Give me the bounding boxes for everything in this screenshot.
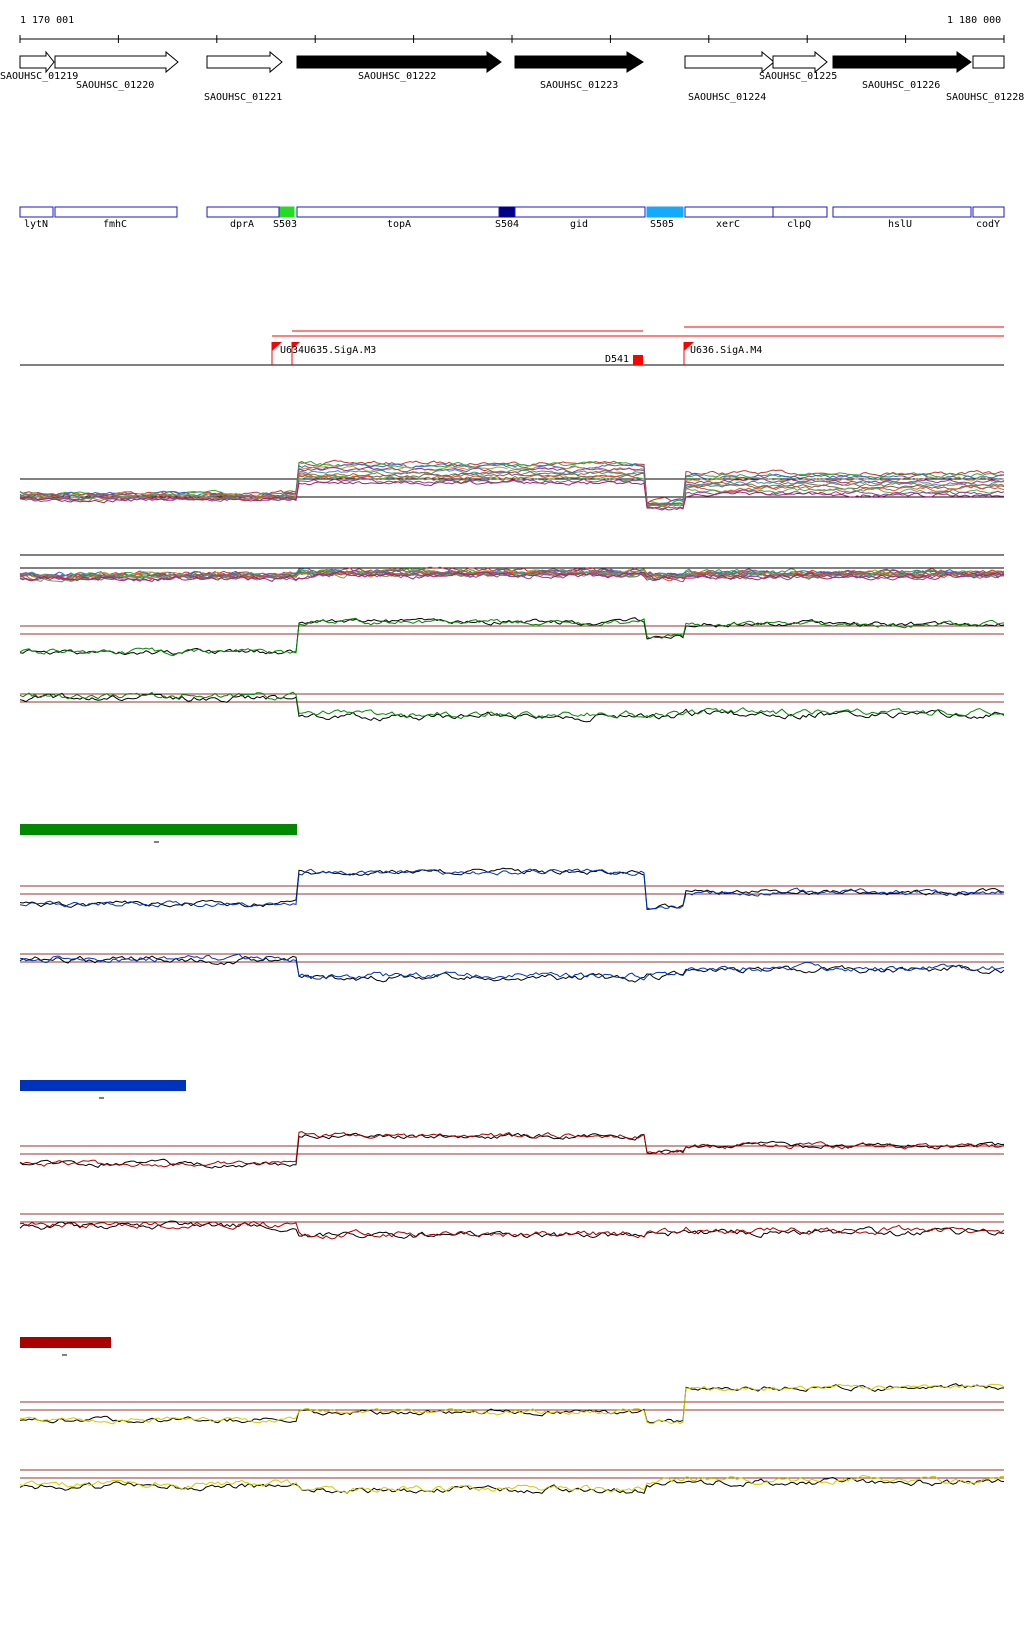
gene-box-hslU[interactable]: hslU [832,206,972,230]
signal-line-black [19,1476,1005,1494]
gene-name-label: lytN [24,219,48,230]
gene-arrow-SAOUHSC_01220[interactable]: SAOUHSC_01220 [54,50,179,91]
gene-name-label: dprA [230,219,254,230]
signal-line-colored [19,1221,1005,1240]
gene-name-label: xerC [716,219,740,230]
panel1-series-line [19,470,1005,506]
gene-box-gid[interactable]: gid [514,206,646,230]
coord-start-label: 1 170 001 [20,15,74,26]
coord-end-label: 1 180 000 [947,15,1001,26]
gene-arrow-SAOUHSC_01221[interactable]: SAOUHSC_01221 [204,50,283,103]
signal-line-colored [19,1474,1005,1494]
gene-label: SAOUHSC_01228 [946,92,1024,103]
panel1-series-line [19,464,1005,506]
gene-label: SAOUHSC_01225 [759,71,837,82]
panel1-series-line [19,479,1004,511]
signal-line-black [19,1383,1005,1424]
signal-line-black [19,1132,1005,1169]
segment-S505[interactable]: S505 [646,206,684,230]
panel1-series-line [19,463,1005,505]
gene-label: SAOUHSC_01223 [540,80,618,91]
gene-label: SAOUHSC_01226 [862,80,940,91]
tss-label: U634U635.SigA.M3 [280,345,376,356]
gene-box-topA[interactable]: topA [296,206,500,230]
gene-arrow-SAOUHSC_01223[interactable]: SAOUHSC_01223 [514,51,644,91]
signal-line-colored [19,868,1005,910]
gene-arrow-SAOUHSC_01228[interactable]: SAOUHSC_01228 [946,55,1024,103]
panel2-series-line [19,571,1005,582]
gene-label: SAOUHSC_01221 [204,92,282,103]
gene-box-dprA[interactable]: dprA [206,206,280,230]
gene-name-label: codY [976,219,1000,230]
segment-label: S503 [273,219,297,230]
signal-line-colored [19,617,1005,657]
ruler-ticks [19,35,1005,43]
gene-label: SAOUHSC_01220 [76,80,154,91]
panel1-series-line [19,477,1005,510]
gene-box-fmhC[interactable]: fmhC [54,206,178,230]
gene-name-label: gid [570,219,588,230]
gene-arrow-SAOUHSC_01219[interactable]: SAOUHSC_01219 [0,50,78,82]
gene-box-xerC[interactable]: xerC [684,206,774,230]
gene-box-lytN[interactable]: lytN [19,206,54,230]
gene-name-label: hslU [888,219,912,230]
signal-line-black [19,955,1005,983]
gene-label: SAOUHSC_01222 [358,71,436,82]
green-legend-bar [20,824,297,835]
segment-label: S504 [495,219,519,230]
signal-line-colored [19,691,1005,720]
segment-label: S505 [650,219,674,230]
terminator-label: D541 [605,354,629,365]
signal-line-colored [19,953,1005,981]
terminator-marker[interactable]: D541 [605,354,643,365]
segment-S503[interactable]: S503 [273,206,297,230]
gene-name-label: fmhC [103,219,127,230]
gene-arrow-track: SAOUHSC_01219 SAOUHSC_01220 SAOUHSC_0122… [0,50,1024,103]
expression-tracks [19,459,1005,1494]
gene-name-label: clpQ [787,219,811,230]
signal-line-colored [19,1383,1005,1425]
blue-legend-bar [20,1080,186,1091]
gene-name-track: lytN fmhC dprA S503 topA S504 [19,206,1005,230]
gene-arrow-SAOUHSC_01224[interactable]: SAOUHSC_01224 [684,50,775,103]
tss-label: U636.SigA.M4 [690,345,762,356]
gene-arrow-SAOUHSC_01226[interactable]: SAOUHSC_01226 [832,51,972,91]
gene-arrow-SAOUHSC_01225[interactable]: SAOUHSC_01225 [759,50,837,82]
red-legend-bar [20,1337,111,1348]
gene-box-codY[interactable]: codY [972,206,1005,230]
transcript-track: U634U635.SigA.M3 D541 U636.SigA.M4 [20,326,1004,366]
gene-arrow-SAOUHSC_01222[interactable]: SAOUHSC_01222 [296,51,502,82]
gene-name-label: topA [387,219,411,230]
tss-marker-upstream[interactable]: U634U635.SigA.M3 [271,342,376,365]
tss-marker-second[interactable]: U636.SigA.M4 [683,342,762,365]
gene-label: SAOUHSC_01219 [0,71,78,82]
panel2-series-line [19,570,1005,583]
signal-line-colored [19,1131,1005,1168]
signal-line-black [19,692,1005,723]
coordinate-ruler: 1 170 001 1 180 000 [19,15,1005,43]
gene-box-clpQ[interactable]: clpQ [772,206,828,230]
gene-label: SAOUHSC_01224 [688,92,766,103]
